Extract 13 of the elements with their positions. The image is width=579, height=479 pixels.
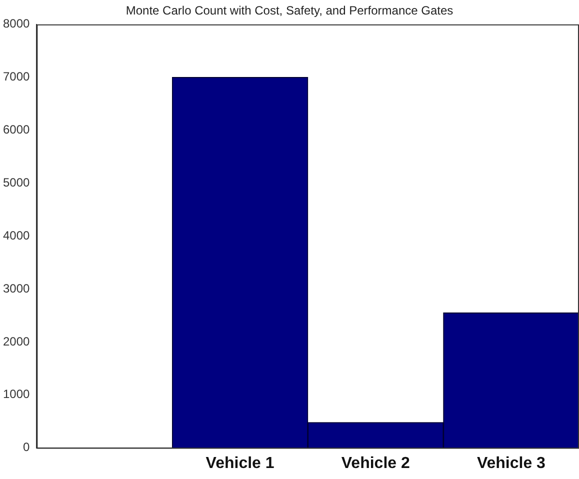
y-tick-label: 0 xyxy=(23,440,30,454)
y-tick-label: 1000 xyxy=(2,387,30,402)
y-tick-label: 3000 xyxy=(2,281,30,296)
y-tick-label: 6000 xyxy=(2,122,30,137)
chart-title: Monte Carlo Count with Cost, Safety, and Performance Gates xyxy=(126,4,454,18)
x-tick-label: Vehicle 1 xyxy=(206,454,274,472)
y-tick-label: 4000 xyxy=(2,228,30,242)
x-tick-label: Vehicle 2 xyxy=(341,454,410,472)
x-tick-label: Vehicle 3 xyxy=(476,454,546,472)
y-tick-label: 5000 xyxy=(2,175,30,190)
y-tick-label: 7000 xyxy=(2,70,30,84)
y-tick-label: 2000 xyxy=(2,334,30,348)
y-tick-label: 8000 xyxy=(2,16,30,31)
